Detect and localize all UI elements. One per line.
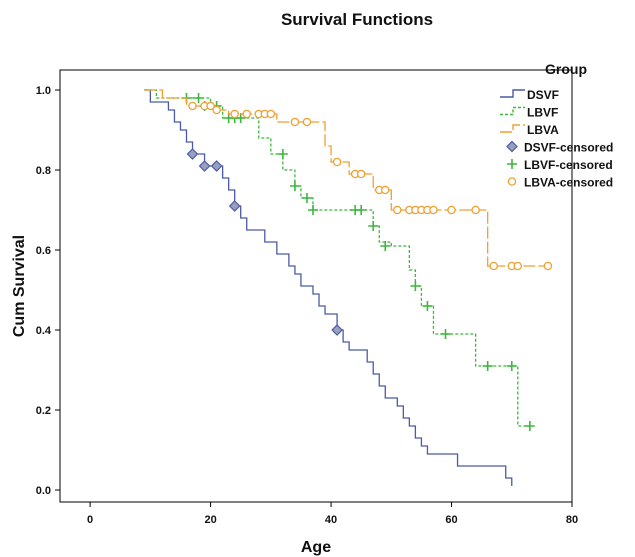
censored-marker-dsvf bbox=[210, 160, 223, 172]
censored-marker-dsvf bbox=[198, 160, 211, 172]
censored-marker-lbvf bbox=[356, 205, 367, 215]
axis-ticks: 0 20 40 60 80 0.0 0.2 0.4 0.6 0.8 1.0 bbox=[36, 85, 578, 526]
censored-marker-lbvf bbox=[368, 221, 379, 231]
legend-entry-label: LBVF-censored bbox=[524, 158, 613, 172]
censored-marker-lbvf bbox=[193, 93, 204, 103]
censored-marker-lbvf bbox=[380, 241, 391, 251]
censored-marker-lbvf bbox=[301, 193, 312, 203]
censored-marker-lbvf bbox=[440, 329, 451, 339]
legend-entry-label: LBVA bbox=[527, 123, 559, 137]
legend-swatch-marker bbox=[506, 140, 518, 153]
censored-marker-lbva bbox=[543, 261, 553, 271]
censored-marker-dsvf bbox=[186, 148, 199, 160]
censored-marker-lbva bbox=[447, 205, 456, 215]
y-axis-label: Cum Survival bbox=[11, 235, 28, 337]
legend-entry-label: LBVF bbox=[527, 106, 558, 120]
censored-marker-dsvf bbox=[228, 200, 241, 212]
series-lbva bbox=[144, 89, 553, 271]
censored-marker-lbva bbox=[188, 101, 197, 111]
series-lbvf bbox=[144, 89, 535, 431]
chart-title: Survival Functions bbox=[281, 10, 433, 29]
x-tick-label: 0 bbox=[87, 514, 93, 526]
legend-entry-label: DSVF-censored bbox=[524, 141, 613, 155]
censored-marker-lbva bbox=[332, 157, 342, 167]
legend-swatch-marker bbox=[507, 177, 517, 186]
x-tick-label: 40 bbox=[325, 514, 337, 526]
y-tick-label: 0.8 bbox=[36, 165, 51, 177]
censored-marker-lbva bbox=[429, 205, 438, 215]
legend-swatch-line bbox=[500, 89, 525, 98]
censored-marker-lbvf bbox=[422, 301, 433, 311]
legend-swatch-line bbox=[500, 106, 525, 116]
legend-entry-label: LBVA-censored bbox=[524, 176, 613, 190]
x-tick-label: 60 bbox=[445, 514, 457, 526]
y-tick-label: 0.4 bbox=[36, 325, 52, 337]
y-tick-label: 0.2 bbox=[36, 405, 51, 417]
survival-curve-lbva bbox=[144, 89, 548, 267]
censored-marker-lbva bbox=[242, 109, 251, 119]
censored-marker-lbva bbox=[471, 205, 480, 215]
legend-entry-label: DSVF bbox=[527, 88, 559, 102]
censored-marker-lbvf bbox=[506, 361, 517, 371]
y-tick-label: 0.0 bbox=[36, 485, 51, 497]
censored-marker-lbva bbox=[266, 109, 276, 119]
legend-swatch-line bbox=[500, 124, 525, 133]
censored-marker-lbvf bbox=[235, 113, 246, 123]
censored-marker-lbva bbox=[212, 105, 221, 115]
censored-marker-lbva bbox=[513, 261, 523, 271]
censored-marker-lbva bbox=[356, 169, 366, 179]
censored-marker-lbvf bbox=[410, 281, 421, 291]
legend-title: Group bbox=[545, 61, 587, 77]
series-layer bbox=[144, 89, 553, 486]
censored-marker-lbva bbox=[290, 117, 300, 127]
censored-marker-lbvf bbox=[307, 205, 318, 215]
censored-marker-lbva bbox=[302, 117, 312, 127]
censored-marker-lbvf bbox=[289, 181, 300, 191]
y-tick-label: 1.0 bbox=[36, 85, 51, 97]
x-axis-label: Age bbox=[301, 539, 331, 556]
censored-marker-lbvf bbox=[482, 361, 493, 371]
x-tick-label: 80 bbox=[566, 514, 578, 526]
legend: Group DSVF LBVF LBVA DSVF-censored LBVF-cens… bbox=[500, 61, 613, 190]
censored-marker-lbva bbox=[393, 205, 402, 215]
survival-curve-dsvf bbox=[144, 89, 513, 486]
survival-curve-lbvf bbox=[144, 89, 530, 427]
x-tick-label: 20 bbox=[204, 514, 216, 526]
censored-marker-lbva bbox=[489, 261, 498, 271]
censored-marker-lbva bbox=[206, 101, 215, 111]
legend-swatch-marker bbox=[507, 159, 517, 169]
plot-area bbox=[59, 69, 573, 503]
censored-marker-dsvf bbox=[331, 324, 343, 336]
censored-marker-lbva bbox=[381, 185, 390, 195]
series-dsvf bbox=[144, 89, 513, 486]
censored-marker-lbvf bbox=[524, 421, 535, 431]
censored-marker-lbvf bbox=[277, 149, 288, 159]
y-tick-label: 0.6 bbox=[36, 245, 51, 257]
censored-marker-lbva bbox=[230, 109, 239, 119]
